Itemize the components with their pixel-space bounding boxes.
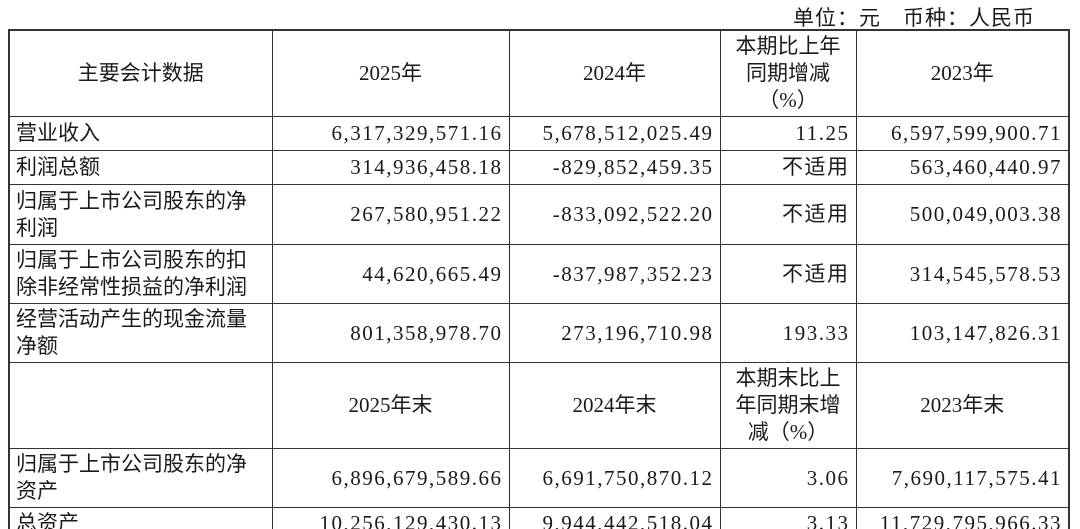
value-change: 3.06 — [719, 448, 857, 508]
value-2023: 314,545,578.53 — [855, 244, 1070, 304]
header-2023: 2023年 — [855, 29, 1070, 117]
header-2024-end: 2024年末 — [508, 362, 721, 449]
period-header-row: 主要会计数据 2025年 2024年 本期比上年 同期增减 （%） 2023年 — [8, 29, 1070, 117]
metric-label: 经营活动产生的现金流量净额 — [8, 303, 273, 363]
header-2025: 2025年 — [271, 29, 510, 117]
metric-label: 归属于上市公司股东的扣除非经常性损益的净利润 — [8, 244, 273, 304]
value-change: 3.13 — [719, 507, 857, 529]
table-row-net-profit-excl-nonrecurring: 归属于上市公司股东的扣除非经常性损益的净利润 44,620,665.49 -83… — [8, 244, 1070, 304]
value-change: 不适用 — [719, 150, 857, 185]
header-2024: 2024年 — [508, 29, 721, 117]
value-2025: 6,317,329,571.16 — [271, 116, 510, 151]
table-row-revenue: 营业收入 6,317,329,571.16 5,678,512,025.49 1… — [8, 116, 1070, 151]
value-2025: 44,620,665.49 — [271, 244, 510, 304]
table-row-total-assets: 总资产 10,256,129,430.13 9,944,442,518.04 3… — [8, 507, 1070, 529]
value-2024: -833,092,522.20 — [508, 184, 721, 245]
unit-currency-note: 单位：元 币种：人民币 — [793, 6, 1035, 30]
value-2024-end: 6,691,750,870.12 — [508, 448, 721, 508]
value-2024: 273,196,710.98 — [508, 303, 721, 363]
metric-label: 归属于上市公司股东的净利润 — [8, 184, 273, 245]
value-2023-end: 11,729,795,966.33 — [855, 507, 1070, 529]
table-row-net-assets: 归属于上市公司股东的净资产 6,896,679,589.66 6,691,750… — [8, 448, 1070, 508]
value-change: 不适用 — [719, 184, 857, 245]
value-2025: 801,358,978.70 — [271, 303, 510, 363]
value-2025-end: 6,896,679,589.66 — [271, 448, 510, 508]
value-2024: -837,987,352.23 — [508, 244, 721, 304]
value-change: 不适用 — [719, 244, 857, 304]
value-change: 193.33 — [719, 303, 857, 363]
value-2023: 6,597,599,900.71 — [855, 116, 1070, 151]
header-end-change: 本期末比上 年同期末增 减（%） — [719, 362, 857, 449]
value-2024: -829,852,459.35 — [508, 150, 721, 185]
metric-label: 营业收入 — [8, 116, 273, 151]
value-2023: 103,147,826.31 — [855, 303, 1070, 363]
metric-label: 归属于上市公司股东的净资产 — [8, 448, 273, 508]
value-2024-end: 9,944,442,518.04 — [508, 507, 721, 529]
table-row-total-profit: 利润总额 314,936,458.18 -829,852,459.35 不适用 … — [8, 150, 1070, 185]
header-metric: 主要会计数据 — [8, 29, 273, 117]
header-2025-end: 2025年末 — [271, 362, 510, 449]
table-row-operating-cash-flow: 经营活动产生的现金流量净额 801,358,978.70 273,196,710… — [8, 303, 1070, 363]
value-2023: 500,049,003.38 — [855, 184, 1070, 245]
table-row-net-profit: 归属于上市公司股东的净利润 267,580,951.22 -833,092,52… — [8, 184, 1070, 245]
header-empty — [8, 362, 273, 449]
metric-label: 利润总额 — [8, 150, 273, 185]
value-2023: 563,460,440.97 — [855, 150, 1070, 185]
header-period-change: 本期比上年 同期增减 （%） — [719, 29, 857, 117]
value-2023-end: 7,690,117,575.41 — [855, 448, 1070, 508]
header-2023-end: 2023年末 — [855, 362, 1070, 449]
value-2024: 5,678,512,025.49 — [508, 116, 721, 151]
value-2025-end: 10,256,129,430.13 — [271, 507, 510, 529]
period-end-header-row: 2025年末 2024年末 本期末比上 年同期末增 减（%） 2023年末 — [8, 362, 1070, 449]
value-change: 11.25 — [719, 116, 857, 151]
value-2025: 267,580,951.22 — [271, 184, 510, 245]
value-2025: 314,936,458.18 — [271, 150, 510, 185]
metric-label: 总资产 — [8, 507, 273, 529]
accounting-data-table: 主要会计数据 2025年 2024年 本期比上年 同期增减 （%） 2023年 … — [8, 29, 1070, 529]
